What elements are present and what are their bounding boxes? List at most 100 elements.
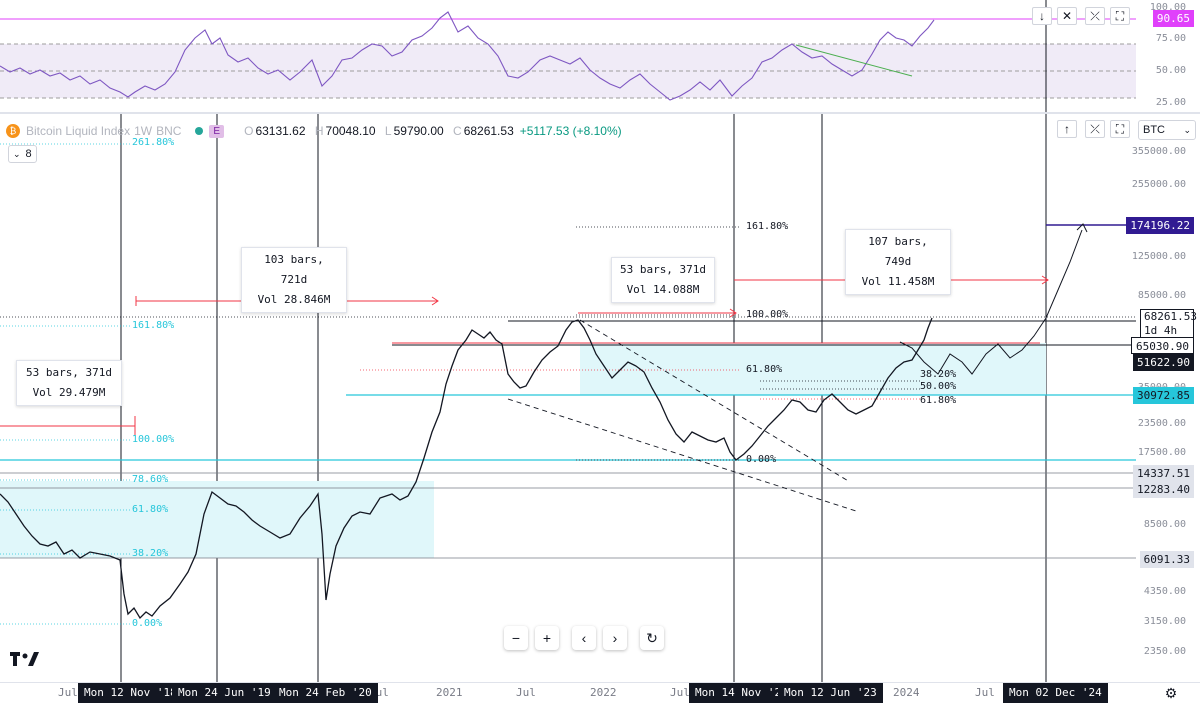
callout-volume: Vol 11.458M	[861, 275, 935, 288]
symbol-interval: 1W	[134, 124, 153, 138]
bars-range-callout[interactable]: 53 bars, 371d Vol 29.479M	[16, 360, 122, 406]
logo-slash	[28, 652, 39, 666]
channel-bottom	[507, 398, 857, 512]
date-marker-label: Mon 12 Jun '23	[778, 683, 883, 703]
price-axis-label: 4350.00	[1143, 586, 1186, 597]
pane-collapse-button[interactable]: ⤫	[1085, 120, 1105, 138]
fib-label-right: 61.80%	[746, 364, 783, 375]
projection-arrowhead	[1076, 223, 1088, 233]
price-tag-6091: 6091.33	[1139, 551, 1194, 568]
change-value: +5117.53 (+8.10%)	[519, 124, 622, 138]
rsi-axis-label: 75.00	[1155, 33, 1186, 44]
fib-label-right: 0.00%	[746, 454, 777, 465]
fib-label-left: 61.80%	[132, 504, 169, 515]
close-value: 68261.53	[463, 124, 514, 138]
pane-maximize-button[interactable]: ⛶	[1110, 120, 1130, 138]
range-arrow-3-head	[729, 308, 737, 318]
callout-volume: Vol 29.479M	[32, 386, 106, 399]
symbol-exchange: BNC	[156, 124, 182, 138]
fib-label-left: 161.80%	[132, 320, 175, 331]
date-marker-label: Mon 14 Nov '22	[689, 683, 794, 703]
chevron-down-icon: ⌄	[1183, 124, 1191, 135]
callout-bars: 103 bars, 721d	[264, 253, 324, 286]
fib-right-lines	[576, 226, 740, 461]
rsi-axis-label: 100.00	[1149, 2, 1186, 13]
price-axis-label: 8500.00	[1143, 519, 1186, 530]
symbol-legend[interactable]: ₿ Bitcoin Liquid Index 1W BNC E O 63131.6…	[6, 122, 622, 140]
currency-label: BTC	[1143, 124, 1165, 136]
price-axis-label: 85000.00	[1137, 290, 1186, 301]
time-axis-label: 2021	[436, 686, 463, 699]
fib-label-left: 0.00%	[132, 618, 163, 629]
rsi-maximize-button[interactable]: ⛶	[1110, 7, 1130, 25]
indicator-count: 8	[25, 148, 32, 160]
current-price-tag: 68261.53 1d 4h	[1140, 309, 1197, 339]
currency-selector[interactable]: BTC ⌄	[1138, 120, 1196, 140]
pane-separator[interactable]	[0, 112, 1200, 114]
rsi-close-button[interactable]: ✕	[1057, 7, 1077, 25]
projection-path	[899, 229, 1083, 375]
accumulation-zone-left	[0, 481, 434, 558]
price-axis-label: 23500.00	[1137, 418, 1186, 429]
main-chart-pane[interactable]	[0, 114, 1136, 682]
chevron-down-icon: ⌄	[13, 148, 21, 159]
price-axis-label: 3150.00	[1143, 616, 1186, 627]
open-value: 63131.62	[255, 124, 306, 138]
fib-label-right: 100.00%	[746, 309, 789, 320]
exchange-badge[interactable]: E	[209, 124, 225, 138]
legend-collapse-button[interactable]: ⌄ 8	[8, 145, 37, 163]
price-axis-label: 17500.00	[1137, 447, 1186, 458]
date-marker-label: Mon 24 Feb '20	[273, 683, 378, 703]
bars-range-callout[interactable]: 53 bars, 371d Vol 14.088M	[611, 257, 715, 303]
scroll-left-button[interactable]: ‹	[572, 626, 596, 650]
rsi-line	[0, 11, 935, 101]
fib-label-right: 50.00%	[920, 381, 957, 392]
rsi-move-down-button[interactable]: ↓	[1032, 7, 1052, 25]
callout-bars: 53 bars, 371d	[25, 366, 113, 379]
fib-label-left: 38.20%	[132, 548, 169, 559]
callout-volume: Vol 28.846M	[257, 293, 331, 306]
bars-range-callout[interactable]: 107 bars, 749d Vol 11.458M	[845, 229, 951, 295]
channel-top	[579, 319, 851, 483]
price-tag-12283: 12283.40	[1133, 481, 1194, 498]
time-axis[interactable]	[0, 682, 1200, 706]
time-axis-label: Jul	[975, 686, 995, 699]
range-arrow-2-head	[431, 296, 439, 306]
time-axis-label: 2024	[893, 686, 920, 699]
price-tag-14337: 14337.51	[1133, 465, 1194, 482]
rsi-value-tag: 90.65	[1152, 10, 1194, 27]
settings-gear-icon[interactable]: ⚙	[1164, 685, 1178, 701]
time-axis-label: 2022	[590, 686, 617, 699]
rsi-collapse-button[interactable]: ⤫	[1085, 7, 1105, 25]
fib-label-right: 61.80%	[920, 395, 957, 406]
bars-range-callout[interactable]: 103 bars, 721d Vol 28.846M	[241, 247, 347, 313]
scroll-right-button[interactable]: ›	[603, 626, 627, 650]
current-price-value: 68261.53	[1144, 310, 1197, 323]
price-tag-65030: 65030.90	[1131, 337, 1194, 354]
pane-move-up-button[interactable]: ↑	[1057, 120, 1077, 138]
reset-chart-button[interactable]: ↻	[640, 626, 664, 650]
descending-channel	[507, 319, 857, 512]
logo-stem	[13, 652, 17, 666]
market-status-icon	[195, 127, 204, 135]
tradingview-logo-icon[interactable]	[10, 652, 40, 666]
date-marker-label: Mon 02 Dec '24	[1003, 683, 1108, 703]
fib-label-left: 261.80%	[132, 137, 175, 148]
zoom-in-button[interactable]: +	[535, 626, 559, 650]
price-chart	[0, 114, 1136, 682]
date-marker-label: Mon 24 Jun '19	[172, 683, 277, 703]
rsi-axis: 100.00 75.00 50.00 25.00	[1136, 0, 1200, 112]
time-axis-label: Jul	[58, 686, 78, 699]
zoom-out-button[interactable]: −	[504, 626, 528, 650]
price-axis-label: 355000.00	[1131, 146, 1186, 157]
fib-label-right: 38.20%	[920, 369, 957, 380]
price-axis-label: 125000.00	[1131, 251, 1186, 262]
rsi-chart	[0, 0, 1136, 112]
vertical-markers	[120, 114, 1047, 682]
fib-left-lines	[0, 143, 130, 625]
bar-countdown: 1d 4h	[1144, 324, 1178, 337]
rsi-trendline	[795, 44, 913, 77]
time-axis-label: Jul	[516, 686, 536, 699]
time-axis-label: Jul	[670, 686, 690, 699]
fib-label-right: 161.80%	[746, 221, 789, 232]
